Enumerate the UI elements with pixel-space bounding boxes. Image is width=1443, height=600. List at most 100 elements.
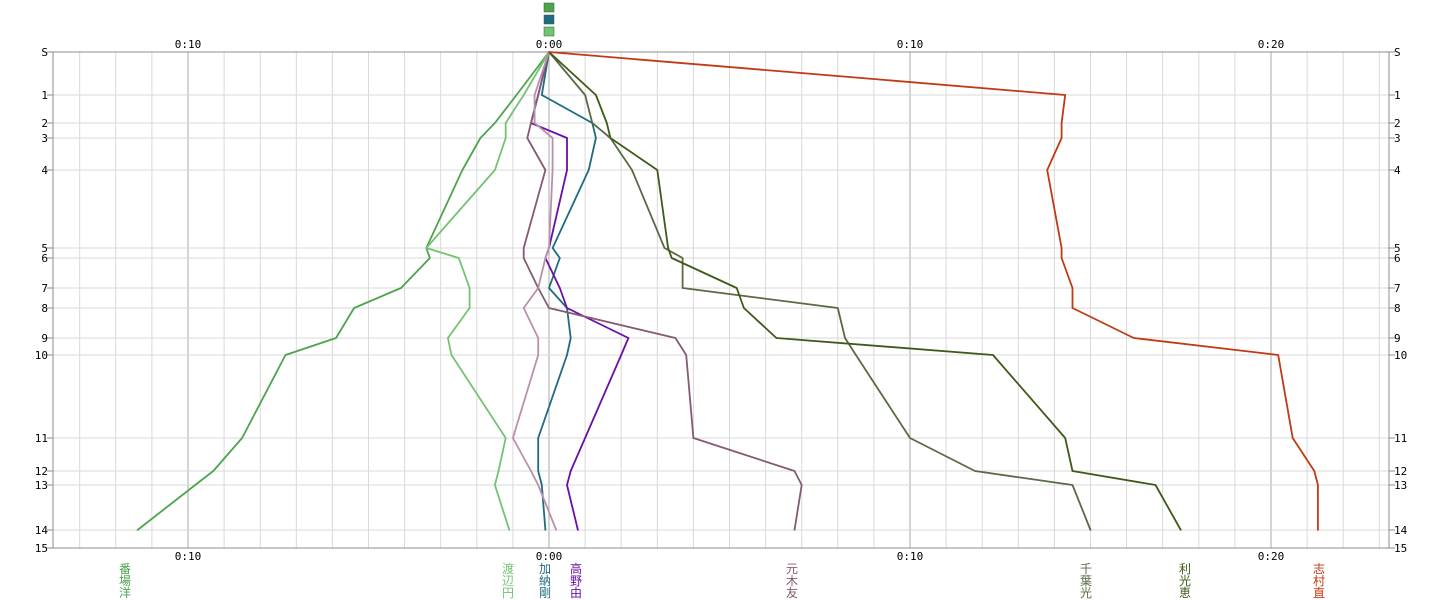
- y-tick-label-left: 3: [41, 132, 48, 145]
- series-point: [551, 137, 554, 139]
- series-point: [566, 169, 568, 171]
- series-point: [793, 470, 796, 472]
- series-point: [530, 470, 532, 472]
- series-point: [241, 437, 243, 439]
- series-point: [1317, 529, 1319, 531]
- series-point: [1060, 137, 1063, 139]
- y-tick-label-left: 9: [41, 332, 48, 345]
- series-point: [685, 354, 687, 356]
- series-point: [447, 337, 449, 339]
- series-point: [522, 257, 525, 259]
- runner-name-3: 加納剛: [539, 562, 551, 600]
- series-point: [595, 94, 597, 96]
- series-point: [609, 137, 612, 139]
- y-tick-label-right: 5: [1394, 242, 1401, 255]
- top-marker: [543, 26, 555, 37]
- series-point: [468, 287, 471, 289]
- series-point: [584, 94, 586, 96]
- series-point: [692, 437, 695, 439]
- runner-name-4: 高野由: [570, 561, 582, 600]
- series-point: [548, 307, 550, 309]
- y-tick-label-right: 4: [1394, 164, 1401, 177]
- series-point: [522, 94, 525, 96]
- series-point: [670, 257, 673, 259]
- series-point: [1071, 307, 1074, 309]
- series-point: [800, 484, 803, 486]
- runner-name-labels: 番場洋 渡辺円 加納剛 高野由 元木友 千葉光 利光恵 志村直: [119, 561, 1325, 600]
- y-tick-label-right: 8: [1394, 302, 1401, 315]
- series-lines: [136, 51, 1319, 531]
- series-point: [537, 354, 539, 356]
- series-point: [909, 437, 911, 439]
- y-tick-label-right: 3: [1394, 132, 1401, 145]
- series-line-9: [548, 51, 1319, 530]
- series-point: [425, 247, 428, 249]
- series-point: [620, 354, 622, 356]
- y-tick-label-right: 1: [1394, 89, 1401, 102]
- grid: [47, 51, 1395, 549]
- series-point: [1089, 529, 1092, 531]
- y-tick-label-right: 11: [1394, 432, 1407, 445]
- series-point: [577, 529, 579, 531]
- series-point: [595, 137, 597, 139]
- series-point: [844, 337, 846, 339]
- series-point: [353, 307, 355, 309]
- y-tick-label-left: 1: [41, 89, 48, 102]
- series-point: [1291, 437, 1294, 439]
- series-point: [537, 94, 539, 96]
- y-tick-label-left: 12: [35, 465, 48, 478]
- series-point: [504, 437, 507, 439]
- series-line-7: [548, 51, 1092, 531]
- series-point: [1179, 529, 1182, 531]
- series-point: [504, 137, 507, 139]
- series-point: [533, 122, 536, 124]
- series-point: [497, 470, 500, 472]
- series-point: [540, 94, 543, 96]
- y-tick-label-left: S: [41, 46, 48, 59]
- series-point: [1060, 247, 1063, 249]
- y-tick-label-left: 2: [41, 117, 48, 130]
- series-line-8: [548, 51, 1182, 531]
- y-tick-label-left: 15: [35, 542, 48, 555]
- runner-name-5: 元木友: [786, 562, 798, 600]
- series-point: [544, 169, 547, 171]
- series-point: [1071, 287, 1074, 289]
- series-point: [212, 470, 215, 472]
- y-tick-label-left: 5: [41, 242, 48, 255]
- series-point: [681, 257, 684, 259]
- series-point: [555, 529, 558, 531]
- series-point: [1313, 470, 1316, 472]
- y-tick-label-left: 13: [35, 479, 48, 492]
- series-point: [194, 484, 197, 486]
- series-point: [631, 169, 633, 171]
- series-point: [591, 122, 594, 124]
- series-point: [400, 287, 402, 289]
- series-point: [605, 122, 608, 124]
- series-point: [1317, 484, 1319, 486]
- series-point: [775, 337, 778, 339]
- top-marker: [543, 14, 555, 25]
- series-point: [681, 287, 684, 289]
- series-point: [494, 169, 496, 171]
- series-point: [512, 437, 514, 439]
- series-point: [544, 529, 547, 531]
- series-point: [1064, 94, 1067, 96]
- y-tick-label-right: 2: [1394, 117, 1401, 130]
- x-tick-label-bottom: 0:10: [897, 550, 924, 563]
- y-tick-label-right: 6: [1394, 252, 1401, 265]
- series-point: [537, 470, 539, 472]
- y-tick-label-left: 6: [41, 252, 48, 265]
- series-point: [537, 437, 539, 439]
- series-point: [548, 51, 550, 53]
- y-tick-label-right: 15: [1394, 542, 1407, 555]
- series-point: [793, 529, 796, 531]
- x-tick-label-bottom: 0:00: [536, 550, 563, 563]
- series-point: [537, 337, 539, 339]
- y-tick-label-right: 12: [1394, 465, 1407, 478]
- series-point: [544, 257, 547, 259]
- series-point: [540, 484, 543, 486]
- series-point: [566, 484, 568, 486]
- series-point: [584, 437, 586, 439]
- y-tick-label-left: 14: [35, 524, 49, 537]
